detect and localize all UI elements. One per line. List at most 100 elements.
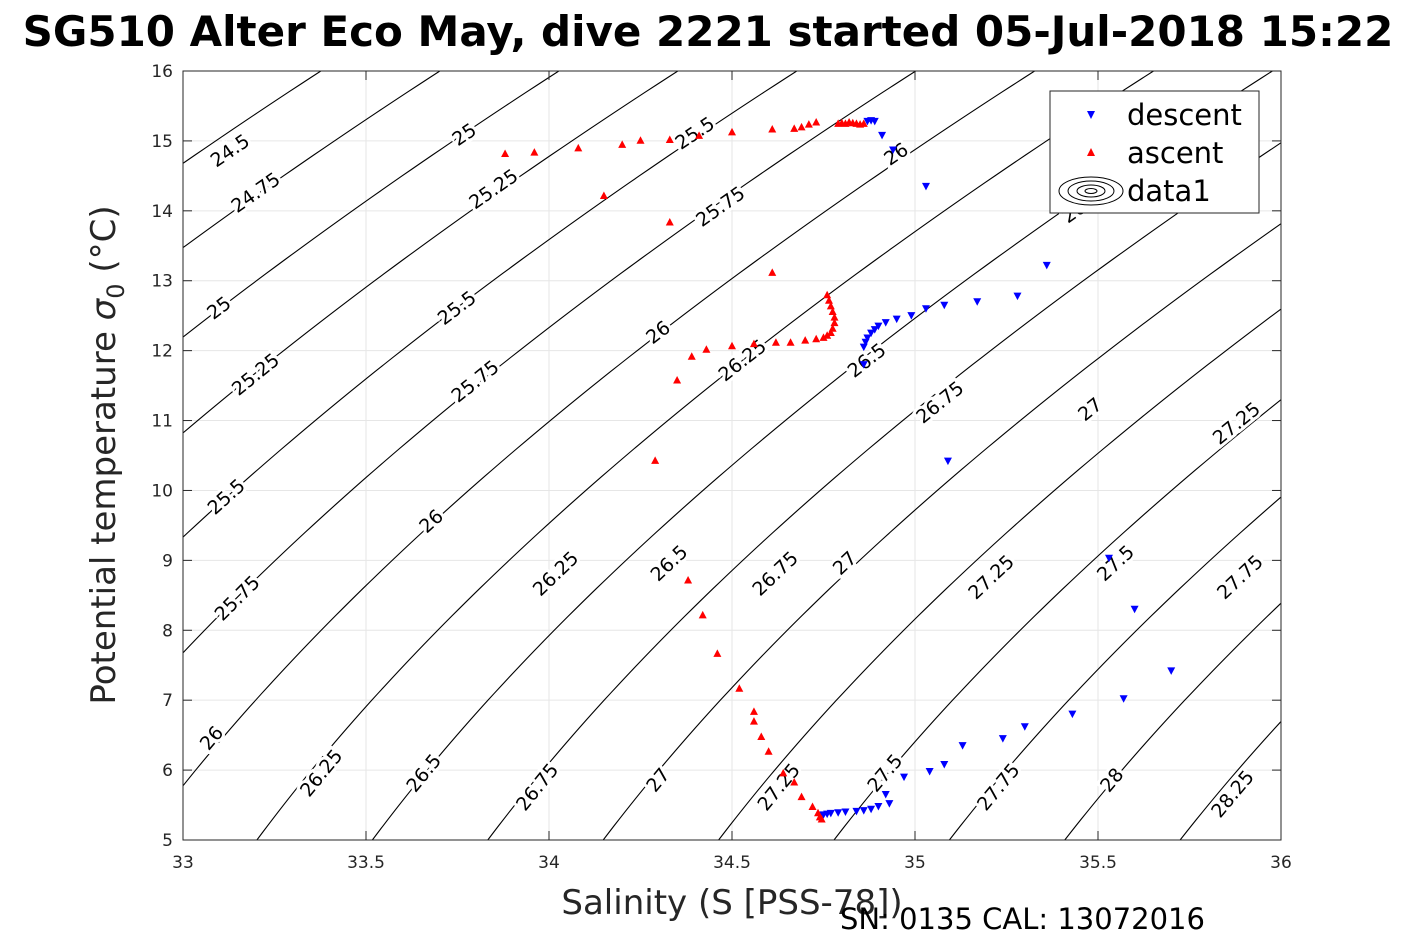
contour-line-25: [183, 71, 560, 338]
ascent-point: [684, 575, 693, 584]
ascent-point: [801, 336, 810, 344]
contour-label: 28.25: [1207, 766, 1259, 822]
ascent-point: [749, 339, 758, 348]
y-tick-label: 15: [151, 132, 173, 152]
descent-point: [900, 773, 909, 782]
y-tick-label: 16: [151, 62, 173, 82]
ascent-point: [728, 127, 736, 136]
contour-line-27: [602, 223, 1281, 840]
ascent-point: [830, 318, 839, 327]
ascent-point: [651, 456, 660, 464]
legend-ascent-marker: [1087, 148, 1095, 156]
x-tick-label: 33: [172, 853, 194, 873]
descent-point: [973, 298, 982, 306]
y-tick-label: 5: [162, 831, 173, 851]
contour-label: 26: [415, 505, 448, 538]
descent-point: [889, 146, 898, 154]
ascent-point: [574, 143, 583, 152]
descent-point: [867, 805, 876, 814]
contour-label: 27.75: [1213, 551, 1268, 604]
descent-point: [1020, 723, 1029, 731]
contour-label: 25.75: [692, 182, 749, 231]
contour-line-24_75: [183, 71, 441, 249]
y-axis-label-main: Potential temperature: [84, 320, 124, 704]
descent-point: [878, 131, 887, 140]
contour-label: 27: [642, 764, 674, 797]
chart-title: SG510 Alter Eco May, dive 2221 started 0…: [23, 7, 1394, 56]
contour-line-25_5: [183, 71, 798, 538]
ascent-point: [618, 140, 627, 148]
legend-contour-icon: [1058, 176, 1124, 206]
serial-calibration-footer: SN: 0135 CAL: 13072016: [840, 902, 1205, 936]
contour-label: 24.75: [227, 168, 284, 217]
legend: descent ascent data1: [1049, 90, 1260, 214]
ascent-point: [819, 333, 828, 341]
ascent-point: [735, 684, 744, 692]
ascent-point: [804, 120, 813, 128]
ascent-point: [824, 296, 833, 304]
contour-label: 24.5: [207, 130, 254, 172]
ascent-point: [768, 125, 777, 133]
contour-label: 25: [448, 119, 480, 151]
contour-label: 26.5: [402, 750, 446, 797]
contour-label: 25.5: [204, 475, 250, 520]
y-tick-label: 12: [151, 342, 173, 362]
contour-label: 26: [196, 722, 228, 755]
contour-label: 25.5: [671, 113, 718, 155]
contour-label: 26.5: [844, 339, 891, 382]
ascent-point: [713, 649, 722, 657]
contour-label: 26.25: [296, 745, 347, 801]
ascent-point: [812, 118, 821, 126]
ascent-point: [790, 777, 799, 786]
contour-line-28_25: [1179, 720, 1281, 840]
contour-label: 27.5: [863, 750, 907, 797]
contour-line-26_75: [487, 142, 1281, 840]
descent-point: [925, 767, 934, 776]
contour-label: 27.25: [1209, 398, 1265, 449]
ascent-point: [599, 191, 608, 199]
ascent-point: [530, 148, 539, 156]
legend-box: [1049, 90, 1260, 214]
x-tick-label: 33.5: [347, 853, 385, 873]
contour-label: 26.5: [646, 541, 692, 586]
contour-label: 25.75: [447, 356, 503, 407]
ascent-point: [771, 338, 780, 346]
descent-point: [998, 735, 1007, 743]
contour-label: 26.25: [715, 335, 771, 386]
y-axis-label-subscript: 0: [102, 283, 130, 298]
y-tick-label: 6: [162, 761, 173, 781]
descent-point: [921, 182, 930, 191]
ascent-point: [636, 136, 645, 144]
contour-line-27_25: [717, 308, 1281, 840]
descent-point: [885, 800, 894, 808]
ascent-point: [812, 334, 821, 343]
descent-point: [1042, 261, 1051, 270]
y-tick-label: 10: [151, 481, 173, 501]
descent-point: [859, 361, 868, 369]
ascent-point: [728, 341, 736, 350]
contour-label: 25: [203, 292, 236, 324]
descent-point: [881, 791, 890, 799]
ascent-point: [687, 352, 696, 360]
ascent-point: [501, 149, 510, 157]
ascent-point: [828, 324, 837, 332]
contour-line-25_25: [183, 71, 679, 434]
ascent-point: [779, 768, 788, 777]
descent-point: [859, 807, 868, 815]
ascent-point: [790, 124, 799, 132]
axis-ticks: 33 33.5 34 34.5 35 35.5 36 5 6 7 8 9 10 11 12 13 14 15 16: [151, 62, 1291, 873]
y-tick-label: 11: [151, 412, 173, 432]
ascent-point: [749, 707, 758, 715]
contour-label: 26.75: [512, 759, 563, 815]
descent-point: [1104, 554, 1113, 563]
descent-point: [1068, 710, 1077, 719]
contour-label: 26.25: [529, 547, 584, 600]
contour-line-27_5: [833, 398, 1281, 840]
ascent-point: [823, 331, 832, 339]
contour-line-26_25: [256, 71, 1155, 840]
descent-point: [867, 329, 876, 338]
descent-point: [852, 807, 861, 816]
descent-point: [870, 326, 879, 334]
contour-label: 27.75: [973, 759, 1025, 815]
x-tick-label: 35: [904, 853, 926, 873]
